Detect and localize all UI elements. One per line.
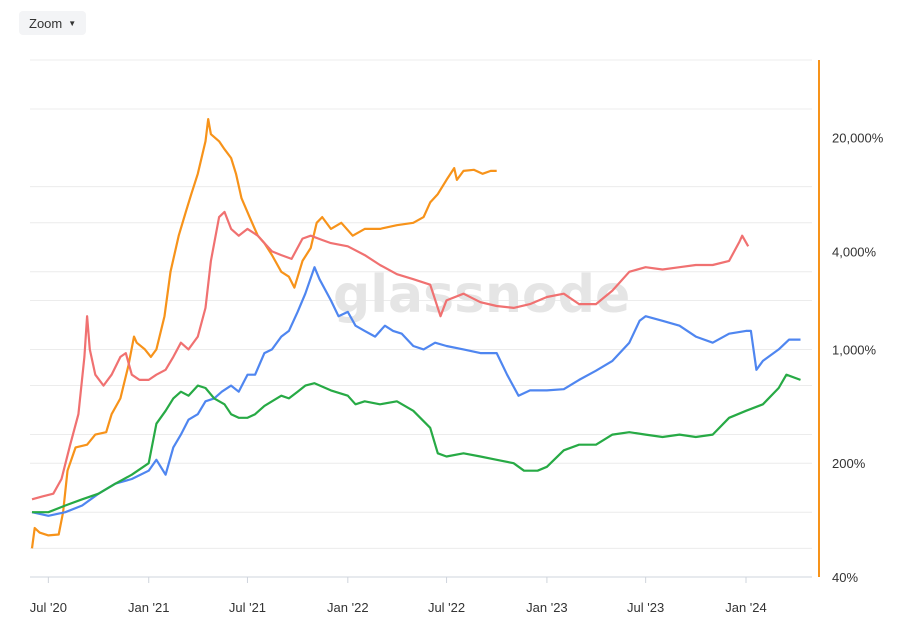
watermark: glassnode — [333, 265, 630, 325]
grid-lines — [30, 59, 812, 578]
x-tick-label: Jul '20 — [30, 600, 67, 615]
y-tick-label: 4,000% — [832, 244, 877, 259]
y-axis: 40% 200% 1,000% 4,000% 20,000% — [818, 60, 884, 585]
zoom-button[interactable]: Zoom ▼ — [19, 11, 87, 35]
series-line-3 — [31, 266, 801, 517]
x-tick-label: Jan '23 — [526, 600, 568, 615]
x-tick-label: Jul '23 — [627, 600, 664, 615]
y-tick-label: 1,000% — [832, 342, 877, 357]
y-tick-label: 20,000% — [832, 131, 884, 146]
x-tick-label: Jan '22 — [327, 600, 369, 615]
series-layer — [30, 118, 801, 549]
caret-down-icon: ▼ — [68, 18, 77, 28]
x-tick-label: Jan '21 — [128, 600, 170, 615]
series-line-1 — [30, 118, 497, 549]
series-line-4 — [32, 373, 801, 514]
x-tick-label: Jul '21 — [229, 600, 266, 615]
x-tick-label: Jan '24 — [725, 600, 767, 615]
x-tick-label: Jul '22 — [428, 600, 465, 615]
y-tick-label: 200% — [832, 456, 866, 471]
zoom-label: Zoom — [29, 15, 63, 31]
x-axis: Jul '20 Jan '21 Jul '21 Jan '22 Jul '22 Jan '… — [30, 577, 767, 615]
y-tick-label: 40% — [832, 570, 858, 585]
series-line-2 — [31, 210, 750, 501]
